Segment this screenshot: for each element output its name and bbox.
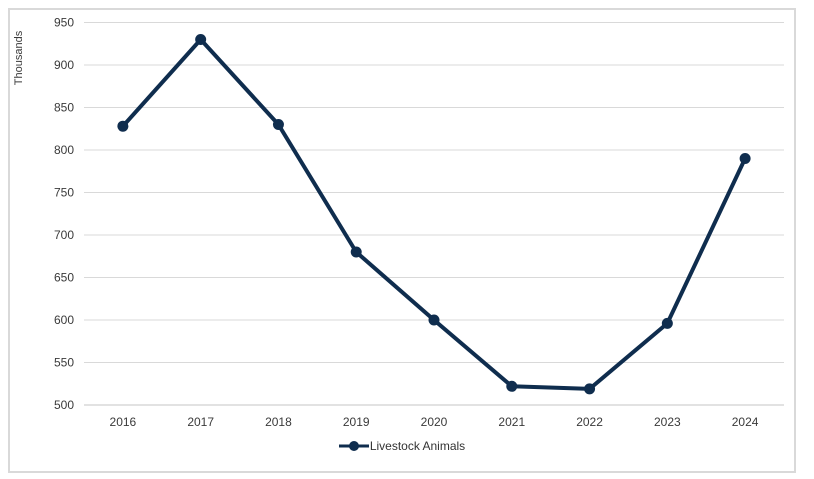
x-tick-label: 2021	[498, 415, 525, 429]
data-point-marker	[117, 120, 129, 132]
y-tick-label: 600	[54, 313, 74, 327]
x-tick-label: 2016	[110, 415, 137, 429]
y-tick-label: 800	[54, 143, 74, 157]
y-tick-label: 550	[54, 356, 74, 370]
x-tick-label: 2022	[576, 415, 603, 429]
legend: Livestock Animals	[10, 438, 794, 454]
line-chart-plot: 950 900 850 800 750 700 650 600 550 500 2016 2017 20…	[54, 16, 784, 429]
x-tick-label: 2017	[187, 415, 214, 429]
x-tick-label: 2020	[421, 415, 448, 429]
x-tick-label: 2019	[343, 415, 370, 429]
x-tick-label: 2024	[732, 415, 759, 429]
data-point-marker	[428, 314, 440, 326]
y-tick-label: 500	[54, 398, 74, 412]
y-tick-label: 900	[54, 58, 74, 72]
y-tick-label: 850	[54, 101, 74, 115]
data-point-marker	[584, 383, 596, 395]
x-tick-label: 2018	[265, 415, 292, 429]
data-point-marker	[506, 380, 518, 392]
data-point-marker	[195, 34, 207, 45]
y-tick-label: 750	[54, 186, 74, 200]
legend-series-label: Livestock Animals	[369, 439, 466, 453]
data-point-marker	[350, 246, 362, 258]
y-tick-label: 700	[54, 228, 74, 242]
series-line	[120, 37, 748, 391]
chart-frame: Thousands 950 900 850 800 750 700 650 600 550 500…	[8, 8, 796, 473]
x-tick-label: 2023	[654, 415, 681, 429]
data-point-marker	[739, 153, 751, 164]
y-tick-label: 650	[54, 271, 74, 285]
y-tick-label: 950	[54, 16, 74, 30]
data-point-marker	[661, 317, 673, 329]
legend-marker-icon	[338, 441, 369, 451]
data-point-marker	[272, 119, 284, 130]
